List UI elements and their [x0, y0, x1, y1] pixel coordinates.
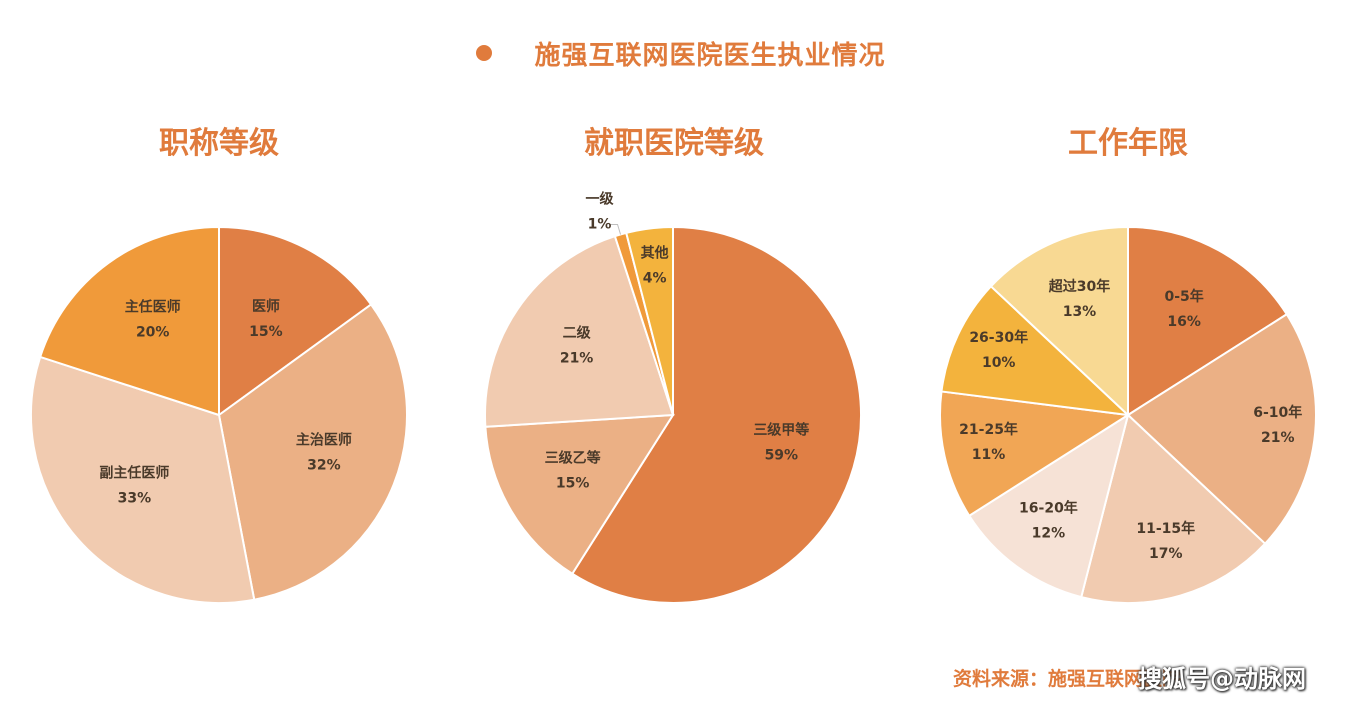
pie-title-level: 医师 15% 主治医师 32% 副主任医师 33% 主任医师 20% — [30, 225, 408, 604]
slice-percent: 20% — [136, 325, 170, 341]
page-title: 施强互联网医院医生执业情况 — [534, 40, 886, 71]
slice-percent: 17% — [1149, 546, 1183, 562]
chart-title-hospital-level: 就职医院等级 — [584, 126, 764, 161]
slice-percent: 15% — [249, 324, 283, 340]
slice-percent: 10% — [982, 355, 1016, 371]
slice-percent: 21% — [1261, 430, 1295, 446]
slice-label: 主任医师 — [125, 299, 181, 316]
slice-percent: 15% — [556, 475, 590, 491]
pie-slice — [1080, 413, 1267, 604]
pie-slice — [217, 303, 408, 601]
slice-label: 16-20年 — [1019, 500, 1078, 517]
slice-percent: 12% — [1032, 526, 1066, 542]
pie-slice — [484, 234, 675, 428]
chart-title-work-years: 工作年限 — [1068, 126, 1188, 161]
slice-percent: 21% — [560, 350, 594, 366]
chart-title-title-level: 职称等级 — [159, 126, 279, 161]
slice-percent: 4% — [643, 271, 667, 287]
pie-slice — [625, 225, 674, 416]
slice-label: 主治医师 — [296, 432, 352, 449]
bullet-dot-icon — [476, 45, 493, 61]
pie-work-years: 0-5年 16% 6-10年 21% 11-15年 17% 16-20年 12% 21-25年 1… — [939, 225, 1317, 604]
pie-slice — [218, 225, 373, 417]
slice-percent: 11% — [972, 447, 1006, 463]
slice-label: 21-25年 — [959, 421, 1018, 438]
watermark: 搜狐号@动脉网 — [1138, 665, 1306, 693]
pie-slice — [989, 225, 1129, 418]
slice-percent: 1% — [588, 216, 612, 232]
slice-percent: 59% — [765, 447, 799, 463]
pie-slice — [1126, 312, 1317, 546]
slice-percent: 33% — [118, 491, 152, 507]
slice-label: 6-10年 — [1253, 404, 1302, 421]
pie-slice — [939, 390, 1131, 518]
slice-percent: 16% — [1167, 314, 1201, 330]
pie-slice — [1127, 225, 1289, 417]
slice-label: 二级 — [563, 324, 592, 341]
slice-label: 超过30年 — [1048, 278, 1110, 295]
slice-label: 副主任医师 — [99, 465, 169, 482]
slice-label: 三级甲等 — [753, 421, 809, 438]
pie-slice — [30, 355, 256, 604]
slice-label: 其他 — [641, 245, 669, 262]
pie-slice — [967, 412, 1130, 599]
slice-label: 26-30年 — [969, 329, 1028, 346]
slice-label: 三级乙等 — [545, 449, 601, 466]
leader-line — [610, 223, 622, 235]
pie-slice — [38, 225, 220, 417]
slice-percent: 32% — [307, 458, 341, 474]
page-header: 施强互联网医院医生执业情况 — [0, 30, 1362, 76]
slice-percent: 13% — [1063, 304, 1097, 320]
source-note: 资料来源：施强互联网医院 — [953, 668, 1182, 690]
slice-label: 0-5年 — [1165, 288, 1204, 305]
slice-label: 一级 — [586, 190, 615, 207]
slice-label: 医师 — [252, 298, 280, 315]
pie-hospital-level: 三级甲等 59% 三级乙等 15% 二级 21% 一级 1% 其他 4% — [484, 190, 862, 604]
pie-slice — [940, 284, 1131, 417]
pie-slice — [570, 225, 862, 604]
pie-slice — [484, 413, 675, 576]
slice-label: 11-15年 — [1136, 520, 1195, 537]
